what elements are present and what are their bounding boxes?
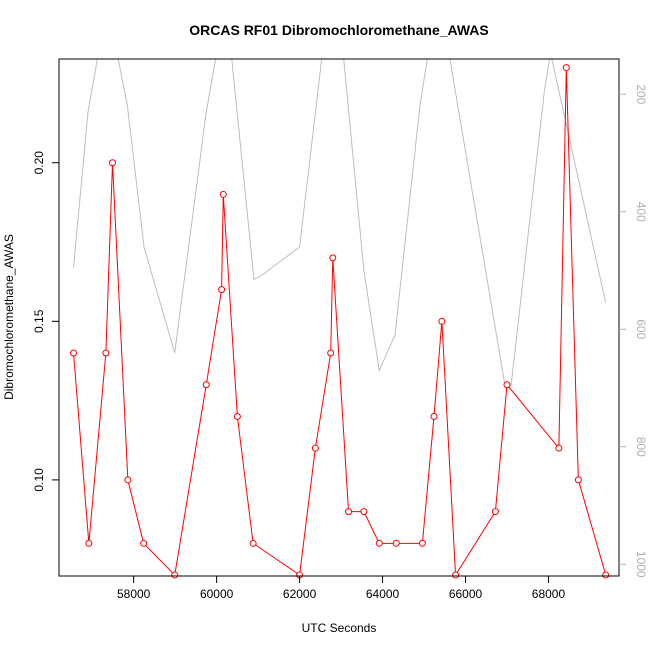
secondary-series-line [73,59,607,386]
data-point [329,254,337,262]
x-tick-label: 60000 [200,587,234,601]
right-tick-label: 600 [634,319,648,339]
data-point [392,539,400,547]
data-point [452,571,460,579]
data-point [602,571,610,579]
x-tick-label: 62000 [283,587,317,601]
x-tick-label: 58000 [117,587,151,601]
data-point [202,381,210,389]
x-tick-label: 64000 [366,587,400,601]
x-axis-label: UTC Seconds [302,621,377,635]
primary-series-layer [70,64,610,579]
data-point [311,444,319,452]
secondary-series-layer [73,59,607,386]
right-tick-label: 200 [634,84,648,104]
data-point [219,190,227,198]
x-axis: 58000 60000 62000 64000 66000 68000 [117,576,566,601]
y-axis-label: Dibromochloromethane_AWAS [2,234,16,400]
chart-title: ORCAS RF01 Dibromochloromethane_AWAS [189,22,489,38]
data-point [562,64,570,72]
plot-frame [58,58,620,577]
data-point [249,539,257,547]
data-point [171,571,179,579]
x-tick-label: 68000 [532,587,566,601]
data-point [109,159,117,167]
data-point [418,539,426,547]
data-point [218,286,226,294]
data-point [85,539,93,547]
data-point [555,444,563,452]
data-point [503,381,511,389]
data-point [102,349,110,357]
y-tick-label: 0.10 [32,468,46,492]
data-point [491,508,499,516]
primary-series-line [73,67,607,577]
data-point [140,539,148,547]
data-point [438,317,446,325]
y-tick-label: 0.20 [32,151,46,175]
data-point [360,508,368,516]
right-tick-label: 400 [634,202,648,222]
y-tick-label: 0.15 [32,309,46,333]
right-axis: 200 400 600 800 1000 [619,84,648,578]
data-point [345,508,353,516]
data-point [124,476,132,484]
right-tick-label: 1000 [634,551,648,578]
data-point [574,476,582,484]
data-point [430,412,438,420]
data-point [70,349,78,357]
data-point [327,349,335,357]
y-axis: 0.10 0.15 0.20 [32,151,59,492]
right-tick-label: 800 [634,437,648,457]
x-tick-label: 66000 [449,587,483,601]
data-point [375,539,383,547]
data-point [233,412,241,420]
